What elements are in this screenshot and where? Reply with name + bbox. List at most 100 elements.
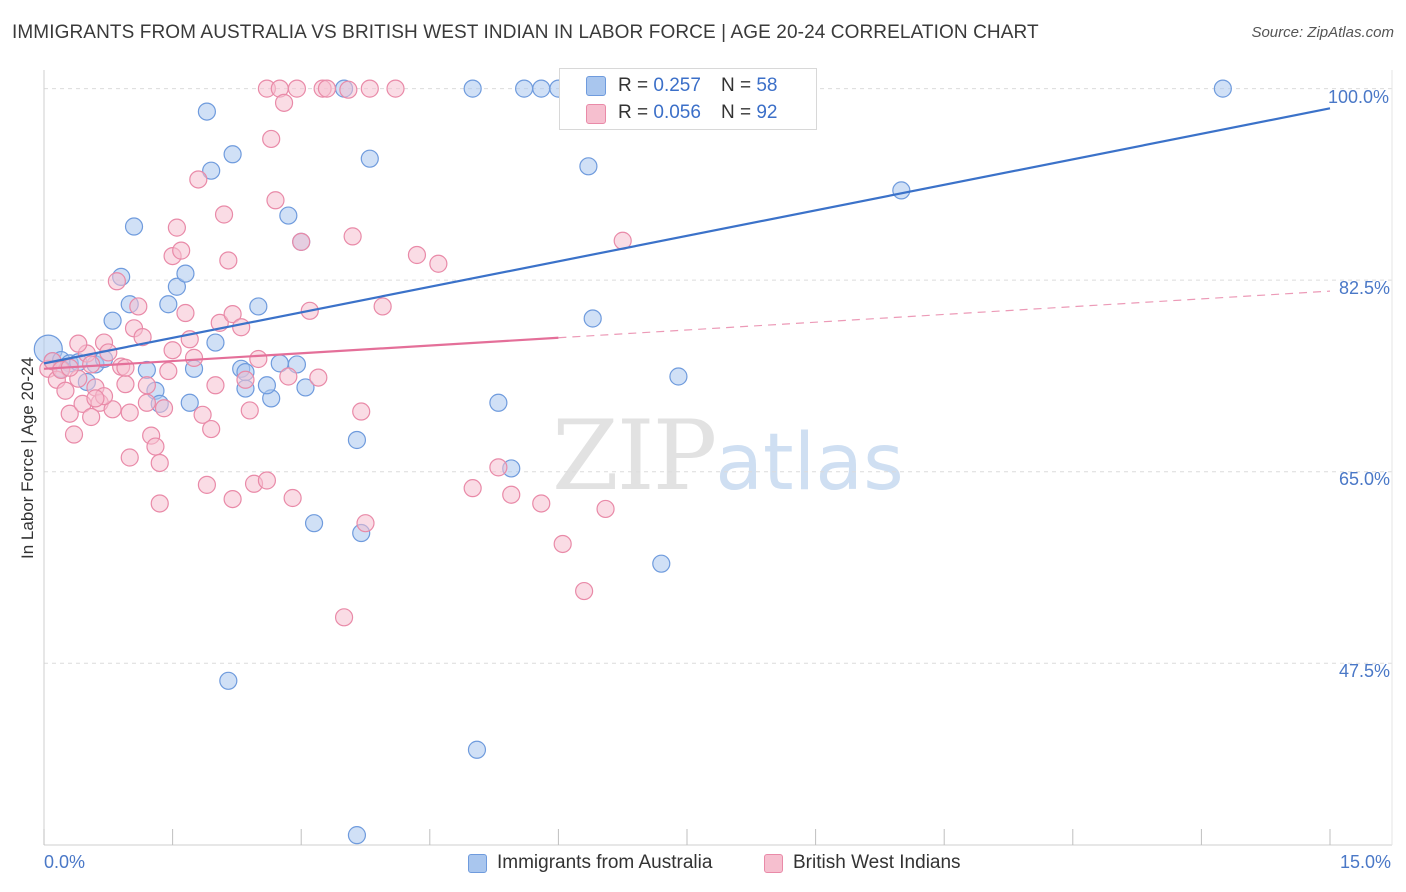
data-point [274, 93, 294, 112]
stats-row-australia: R = 0.257 N = 58 [618, 73, 777, 99]
data-point [150, 494, 169, 513]
trend-line-australia [43, 107, 1331, 365]
legend-swatch-australia [468, 853, 487, 873]
watermark-atlas: atlas [715, 418, 904, 508]
data-point [82, 407, 101, 427]
data-point [176, 303, 195, 323]
data-point [373, 297, 392, 316]
data-point [892, 181, 911, 200]
data-point [283, 488, 302, 508]
data-point [502, 485, 521, 504]
data-point [129, 297, 148, 316]
x-tick-label-min: 0.0% [44, 852, 86, 872]
data-point [1213, 79, 1232, 98]
watermark: ZIPatlas [552, 400, 904, 512]
legend-item-bwi[interactable]: British West Indians [764, 852, 961, 874]
r-value: 0.257 [653, 75, 701, 96]
data-point [292, 232, 311, 251]
data-point [287, 79, 307, 98]
data-point [137, 376, 156, 395]
data-point [257, 471, 277, 490]
data-point [347, 430, 367, 450]
y-tick-label: 82.5% [1339, 278, 1391, 298]
stats-swatch-australia [586, 76, 606, 96]
data-point [107, 272, 126, 291]
n-label: N = [720, 102, 752, 123]
data-point [515, 79, 534, 98]
data-point [69, 334, 88, 353]
data-point [223, 305, 242, 324]
n-value: 92 [756, 102, 778, 123]
data-point [172, 241, 191, 260]
data-point [304, 514, 324, 533]
stats-row-bwi: R = 0.056 N = 92 [618, 100, 777, 126]
data-point [249, 297, 268, 316]
data-point [463, 479, 482, 498]
n-label: N = [720, 75, 752, 96]
data-point [116, 358, 135, 377]
data-point [575, 581, 594, 601]
data-point [206, 333, 225, 352]
y-tick-label: 65.0% [1339, 469, 1391, 489]
data-point [197, 102, 216, 121]
data-point [489, 458, 508, 477]
r-label: R = [618, 75, 649, 96]
data-point [116, 375, 135, 394]
data-point [137, 393, 156, 412]
source-label: Source: ZipAtlas.com [1251, 24, 1394, 41]
data-point [463, 79, 482, 98]
data-point [146, 437, 165, 456]
data-point [360, 79, 379, 98]
data-point [223, 145, 242, 164]
legend-label-australia: Immigrants from Australia [497, 852, 713, 873]
y-tick-label: 47.5% [1339, 661, 1391, 681]
trend-line-bwi [43, 336, 559, 370]
x-tick-label-max: 15.0% [1340, 852, 1392, 872]
data-point [266, 191, 285, 210]
legend-label-bwi: British West Indians [793, 852, 961, 873]
data-point [56, 381, 75, 400]
y-tick-label: 100.0% [1328, 87, 1390, 107]
data-point [279, 367, 298, 386]
data-point [240, 401, 259, 420]
data-point [343, 227, 362, 246]
data-point [553, 534, 572, 554]
series-bwi [39, 79, 632, 627]
data-point [219, 671, 238, 690]
data-point [150, 453, 169, 473]
data-point [133, 327, 152, 347]
data-point [223, 489, 242, 509]
data-point [197, 475, 216, 494]
data-point [579, 157, 598, 176]
legend-item-australia[interactable]: Immigrants from Australia [468, 852, 712, 874]
trend-line-bwi-extension [558, 290, 1331, 339]
data-point [180, 393, 199, 412]
data-point [163, 341, 182, 360]
data-point [407, 245, 427, 265]
series-australia [33, 79, 1232, 845]
data-point [429, 254, 448, 273]
data-point [206, 376, 225, 395]
data-points [33, 79, 1232, 845]
data-point [60, 404, 79, 423]
data-point [214, 205, 234, 224]
legend-swatch-bwi [764, 853, 783, 873]
data-point [202, 419, 221, 439]
data-point [159, 295, 178, 314]
data-point [176, 264, 195, 283]
data-point [103, 311, 122, 330]
r-value: 0.056 [653, 102, 701, 123]
data-point [669, 367, 688, 386]
data-point [120, 403, 139, 422]
y-axis-label: In Labor Force | Age 20-24 [18, 357, 37, 559]
data-point [219, 251, 238, 270]
data-point [356, 514, 375, 533]
n-value: 58 [756, 75, 778, 96]
data-point [103, 400, 122, 419]
data-point [489, 393, 508, 412]
data-point [120, 448, 139, 467]
chart-title: IMMIGRANTS FROM AUSTRALIA VS BRITISH WES… [12, 22, 1039, 43]
data-point [184, 348, 204, 367]
data-point [532, 79, 551, 98]
